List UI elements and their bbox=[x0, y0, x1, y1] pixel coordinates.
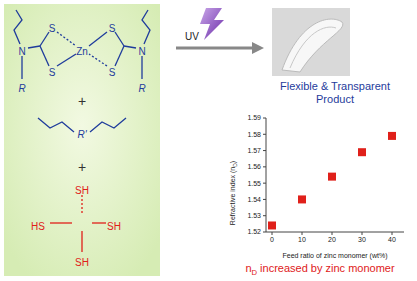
svg-text:N: N bbox=[18, 46, 25, 57]
svg-text:S: S bbox=[109, 23, 116, 34]
html-text:nDincreased by zinc monomer: nDincreased by zinc monomer bbox=[245, 262, 395, 278]
svg-text:R: R bbox=[18, 83, 25, 94]
svg-text:R: R bbox=[138, 83, 145, 94]
svg-text:1.55: 1.55 bbox=[247, 180, 261, 187]
svg-text:+: + bbox=[78, 93, 86, 109]
svg-text:1.58: 1.58 bbox=[247, 131, 261, 138]
svg-text:1.57: 1.57 bbox=[247, 147, 261, 154]
svg-text:Zn: Zn bbox=[76, 46, 88, 57]
svg-text:1.52: 1.52 bbox=[247, 228, 261, 235]
svg-text:S: S bbox=[49, 23, 56, 34]
svg-text:HS: HS bbox=[31, 221, 45, 232]
svg-text:SH: SH bbox=[75, 185, 89, 196]
svg-text:20: 20 bbox=[328, 236, 336, 243]
svg-text:1.53: 1.53 bbox=[247, 212, 261, 219]
svg-text:40: 40 bbox=[388, 236, 396, 243]
svg-text:N: N bbox=[138, 46, 145, 57]
svg-text:1.59: 1.59 bbox=[247, 114, 261, 121]
svg-text:S: S bbox=[49, 67, 56, 78]
svg-text:S: S bbox=[109, 67, 116, 78]
svg-text:1.54: 1.54 bbox=[247, 196, 261, 203]
svg-text:1.56: 1.56 bbox=[247, 163, 261, 170]
html-text:D: D bbox=[233, 163, 239, 167]
svg-text:0: 0 bbox=[270, 236, 274, 243]
svg-text:30: 30 bbox=[358, 236, 366, 243]
svg-text:R': R' bbox=[77, 129, 87, 140]
html-text:n: n bbox=[229, 166, 236, 171]
html-text:Refractive index (: Refractive index ( bbox=[229, 170, 236, 226]
svg-text:+: + bbox=[78, 159, 86, 175]
html-text:Product: Product bbox=[316, 93, 354, 105]
svg-text:Feed ratio of zinc monomer (wt: Feed ratio of zinc monomer (wt%) bbox=[282, 252, 387, 260]
html-text:Flexible & Transparent: Flexible & Transparent bbox=[280, 80, 390, 92]
svg-text:UV: UV bbox=[185, 31, 199, 42]
svg-text:SH: SH bbox=[107, 221, 121, 232]
svg-text:SH: SH bbox=[75, 257, 89, 268]
svg-text:10: 10 bbox=[298, 236, 306, 243]
